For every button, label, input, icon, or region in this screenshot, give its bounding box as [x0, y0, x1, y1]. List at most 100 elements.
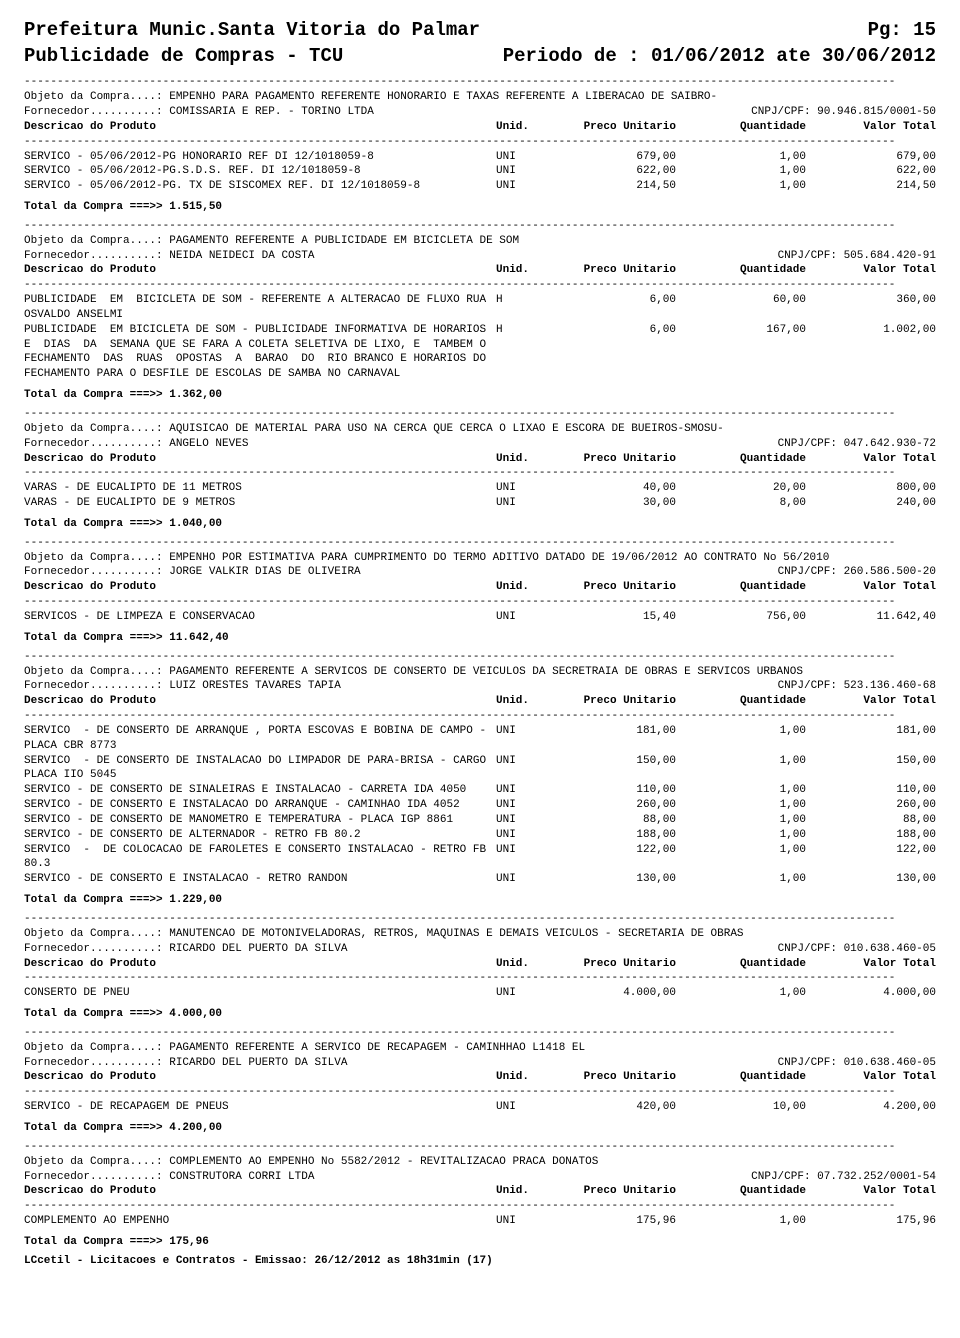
line-total: 1.002,00	[806, 323, 936, 338]
line-unid: UNI	[496, 872, 546, 887]
objeto-label: Objeto da Compra....:	[24, 927, 169, 942]
line-qtd: 1,00	[676, 164, 806, 179]
columns-header: Descricao do ProdutoUnid.Preco UnitarioQ…	[24, 1070, 936, 1085]
columns-header: Descricao do ProdutoUnid.Preco UnitarioQ…	[24, 263, 936, 278]
col-preco: Preco Unitario	[546, 120, 676, 135]
objeto-label: Objeto da Compra....:	[24, 234, 169, 249]
line-qtd: 1,00	[676, 828, 806, 843]
line-unid: UNI	[496, 798, 546, 813]
objeto-label: Objeto da Compra....:	[24, 1155, 169, 1170]
divider: ----------------------------------------…	[24, 1140, 936, 1155]
columns-header: Descricao do ProdutoUnid.Preco UnitarioQ…	[24, 1184, 936, 1199]
line-total: 88,00	[806, 813, 936, 828]
col-qtd: Quantidade	[676, 957, 806, 972]
municipality: Prefeitura Munic.Santa Vitoria do Palmar	[24, 18, 480, 44]
line-unid: UNI	[496, 813, 546, 828]
report-title: Publicidade de Compras - TCU	[24, 44, 343, 70]
col-preco: Preco Unitario	[546, 694, 676, 709]
total-row: Total da Compra ===>> 1.362,00	[24, 388, 936, 403]
line-unid: UNI	[496, 496, 546, 511]
line-preco: 181,00	[546, 724, 676, 739]
line-extra: 80.3	[24, 857, 936, 872]
total-row: Total da Compra ===>> 1.040,00	[24, 517, 936, 532]
fornecedor: Fornecedor..........: RICARDO DEL PUERTO…	[24, 942, 347, 957]
line-desc: SERVICO - DE CONSERTO DE MANOMETRO E TEM…	[24, 813, 496, 828]
col-total: Valor Total	[806, 263, 936, 278]
objeto-label: Objeto da Compra....:	[24, 551, 169, 566]
line-qtd: 167,00	[676, 323, 806, 338]
line-preco: 4.000,00	[546, 986, 676, 1001]
divider: ----------------------------------------…	[24, 650, 936, 665]
period: Periodo de : 01/06/2012 ate 30/06/2012	[503, 44, 936, 70]
line-preco: 6,00	[546, 293, 676, 308]
col-unid: Unid.	[496, 957, 546, 972]
line-desc: SERVICO - DE CONSERTO DE ALTERNADOR - RE…	[24, 828, 496, 843]
line-unid: UNI	[496, 843, 546, 858]
line-total: 188,00	[806, 828, 936, 843]
line-total: 130,00	[806, 872, 936, 887]
fornecedor: Fornecedor..........: CONSTRUTORA CORRI …	[24, 1170, 314, 1185]
line-unid: UNI	[496, 150, 546, 165]
cnpj: CNPJ/CPF: 505.684.420-91	[778, 249, 936, 264]
line-total: 150,00	[806, 754, 936, 769]
cnpj: CNPJ/CPF: 90.946.815/0001-50	[751, 105, 936, 120]
line-item: VARAS - DE EUCALIPTO DE 11 METROSUNI40,0…	[24, 481, 936, 496]
purchase-section: ----------------------------------------…	[24, 407, 936, 532]
line-item: SERVICO - 05/06/2012-PG HONORARIO REF DI…	[24, 150, 936, 165]
col-total: Valor Total	[806, 452, 936, 467]
divider: ----------------------------------------…	[24, 536, 936, 551]
col-desc: Descricao do Produto	[24, 957, 496, 972]
col-preco: Preco Unitario	[546, 1070, 676, 1085]
line-total: 214,50	[806, 179, 936, 194]
cnpj: CNPJ/CPF: 523.136.460-68	[778, 679, 936, 694]
line-qtd: 1,00	[676, 724, 806, 739]
line-preco: 15,40	[546, 610, 676, 625]
line-desc: PUBLICIDADE EM BICICLETA DE SOM - REFERE…	[24, 293, 496, 308]
fornecedor: Fornecedor..........: COMISSARIA E REP. …	[24, 105, 374, 120]
line-unid: UNI	[496, 828, 546, 843]
objeto-text: MANUTENCAO DE MOTONIVELADORAS, RETROS, M…	[169, 927, 936, 942]
line-qtd: 1,00	[676, 798, 806, 813]
line-unid: UNI	[496, 1100, 546, 1115]
line-unid: UNI	[496, 610, 546, 625]
fornecedor: Fornecedor..........: NEIDA NEIDECI DA C…	[24, 249, 314, 264]
line-desc: SERVICO - DE RECAPAGEM DE PNEUS	[24, 1100, 496, 1115]
line-qtd: 1,00	[676, 1214, 806, 1229]
line-unid: UNI	[496, 164, 546, 179]
cnpj: CNPJ/CPF: 010.638.460-05	[778, 1056, 936, 1071]
line-preco: 6,00	[546, 323, 676, 338]
line-preco: 188,00	[546, 828, 676, 843]
line-unid: UNI	[496, 986, 546, 1001]
line-total: 622,00	[806, 164, 936, 179]
divider: ----------------------------------------…	[24, 595, 936, 610]
col-unid: Unid.	[496, 694, 546, 709]
line-desc: SERVICO - 05/06/2012-PG. TX DE SISCOMEX …	[24, 179, 496, 194]
line-unid: H	[496, 293, 546, 308]
divider: ----------------------------------------…	[24, 971, 936, 986]
purchase-section: ----------------------------------------…	[24, 650, 936, 908]
col-qtd: Quantidade	[676, 580, 806, 595]
line-preco: 150,00	[546, 754, 676, 769]
line-unid: UNI	[496, 179, 546, 194]
line-preco: 30,00	[546, 496, 676, 511]
line-qtd: 1,00	[676, 150, 806, 165]
divider: ----------------------------------------…	[24, 278, 936, 293]
fornecedor: Fornecedor..........: RICARDO DEL PUERTO…	[24, 1056, 347, 1071]
col-unid: Unid.	[496, 452, 546, 467]
columns-header: Descricao do ProdutoUnid.Preco UnitarioQ…	[24, 957, 936, 972]
purchase-section: ----------------------------------------…	[24, 1140, 936, 1250]
line-item: COMPLEMENTO AO EMPENHOUNI175,961,00175,9…	[24, 1214, 936, 1229]
total-row: Total da Compra ===>> 175,96	[24, 1235, 936, 1250]
line-item: PUBLICIDADE EM BICICLETA DE SOM - REFERE…	[24, 293, 936, 308]
line-desc: SERVICO - 05/06/2012-PG HONORARIO REF DI…	[24, 150, 496, 165]
line-item: SERVICO - 05/06/2012-PG.S.D.S. REF. DI 1…	[24, 164, 936, 179]
col-total: Valor Total	[806, 1070, 936, 1085]
line-qtd: 20,00	[676, 481, 806, 496]
line-preco: 110,00	[546, 783, 676, 798]
line-preco: 622,00	[546, 164, 676, 179]
cnpj: CNPJ/CPF: 07.732.252/0001-54	[751, 1170, 936, 1185]
line-unid: H	[496, 323, 546, 338]
line-desc: SERVICOS - DE LIMPEZA E CONSERVACAO	[24, 610, 496, 625]
total-row: Total da Compra ===>> 1.229,00	[24, 893, 936, 908]
divider: ----------------------------------------…	[24, 1026, 936, 1041]
